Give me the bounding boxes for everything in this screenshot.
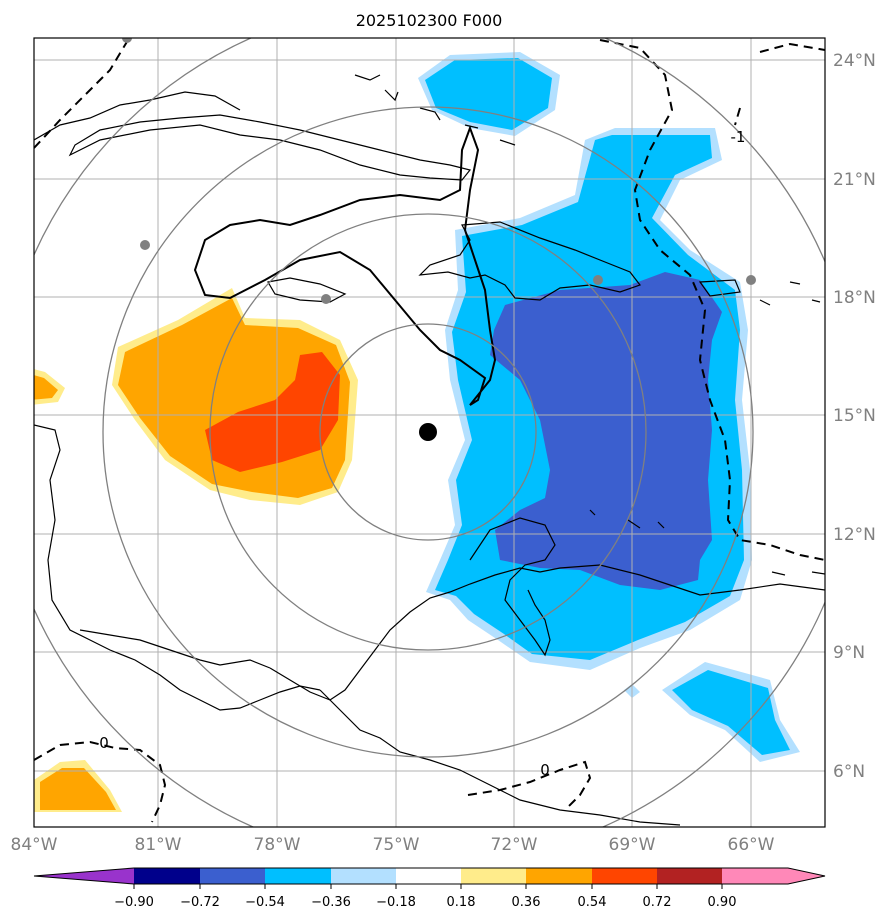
lat-tick-label: 12°N	[833, 525, 876, 545]
lat-tick-label: 6°N	[833, 762, 865, 782]
colorbar-extend-max	[788, 868, 825, 884]
lon-tick-label: 78°W	[254, 835, 301, 855]
contour-label: 0	[99, 734, 109, 752]
lon-tick-label: 81°W	[135, 835, 182, 855]
stations	[122, 38, 756, 304]
gridlines	[34, 38, 825, 827]
colorbar-tick-label: 0.90	[708, 895, 737, 910]
lon-tick-label: 75°W	[373, 835, 420, 855]
dashed-contour-southwest	[34, 740, 167, 823]
lat-tick-label: 18°N	[833, 288, 876, 308]
lat-tick-label: 21°N	[833, 170, 876, 190]
colorbar: −0.90 −0.72 −0.54 −0.36 −0.18 0.18 0.36 …	[33, 867, 826, 910]
dashed-contour-east	[734, 107, 741, 126]
colorbar-tick-label: −0.36	[311, 895, 351, 910]
lat-tick-labels: 24°N 21°N 18°N 15°N 12°N 9°N 6°N	[833, 51, 876, 782]
negative-anomaly-north	[425, 58, 552, 130]
colorbar-tick-label: 0.72	[643, 895, 672, 910]
colorbar-tick-label: −0.18	[376, 895, 416, 910]
station-marker	[122, 38, 132, 43]
negative-anomaly-strong	[490, 272, 722, 590]
range-rings	[34, 38, 825, 827]
colorbar-segment	[331, 868, 396, 884]
contour-label: 0	[540, 761, 550, 779]
colorbar-extend-min	[34, 868, 134, 884]
figure-title: 2025102300 F000	[356, 11, 503, 30]
solid-contour-zero	[193, 125, 497, 406]
colorbar-tick-label: 0.18	[447, 895, 476, 910]
lon-tick-label: 72°W	[491, 835, 538, 855]
lat-tick-label: 15°N	[833, 406, 876, 426]
map-frame	[33, 37, 826, 828]
station-marker	[746, 275, 756, 285]
lat-tick-label: 9°N	[833, 643, 865, 663]
station-marker	[593, 275, 603, 285]
range-ring-1	[319, 323, 537, 541]
colorbar-segment	[657, 868, 722, 884]
colorbar-tick-label: −0.90	[114, 895, 154, 910]
positive-anomaly-inner	[205, 352, 340, 472]
colorbar-segment	[200, 868, 265, 884]
lon-tick-label: 66°W	[728, 835, 775, 855]
colorbar-tick-label: −0.54	[245, 895, 285, 910]
dashed-contour-south	[467, 760, 592, 811]
colorbar-segment	[265, 868, 331, 884]
colorbar-tick-label: −0.72	[180, 895, 220, 910]
contour-lines	[34, 39, 825, 823]
colorbar-tick-label: 0.36	[512, 895, 541, 910]
positive-anomaly-southwest-inner	[40, 768, 116, 810]
lon-tick-label: 84°W	[11, 835, 58, 855]
colorbar-segment	[526, 868, 592, 884]
station-marker	[321, 294, 331, 304]
range-ring-3	[102, 106, 754, 758]
contour-label: -1	[731, 128, 746, 146]
colorbar-segment	[461, 868, 526, 884]
dashed-contour-northeast	[599, 39, 825, 561]
range-ring-2	[209, 213, 647, 651]
lat-tick-label: 24°N	[833, 51, 876, 71]
colorbar-segment	[722, 868, 788, 884]
colorbar-segment	[396, 868, 461, 884]
lon-tick-labels: 84°W 81°W 78°W 75°W 72°W 69°W 66°W	[11, 835, 775, 855]
coastlines	[34, 74, 825, 826]
filled-contours	[34, 52, 800, 812]
positive-anomaly-west-edge-inner	[34, 375, 58, 400]
lon-tick-label: 69°W	[609, 835, 656, 855]
dashed-contour-east-edge	[759, 42, 825, 53]
colorbar-segment	[592, 868, 657, 884]
station-marker	[140, 240, 150, 250]
colorbar-tick-label: 0.54	[578, 895, 607, 910]
negative-anomaly-southeast	[672, 670, 790, 755]
storm-center-marker	[419, 423, 437, 441]
dashed-contour-northwest	[34, 39, 129, 149]
colorbar-segment	[134, 868, 200, 884]
